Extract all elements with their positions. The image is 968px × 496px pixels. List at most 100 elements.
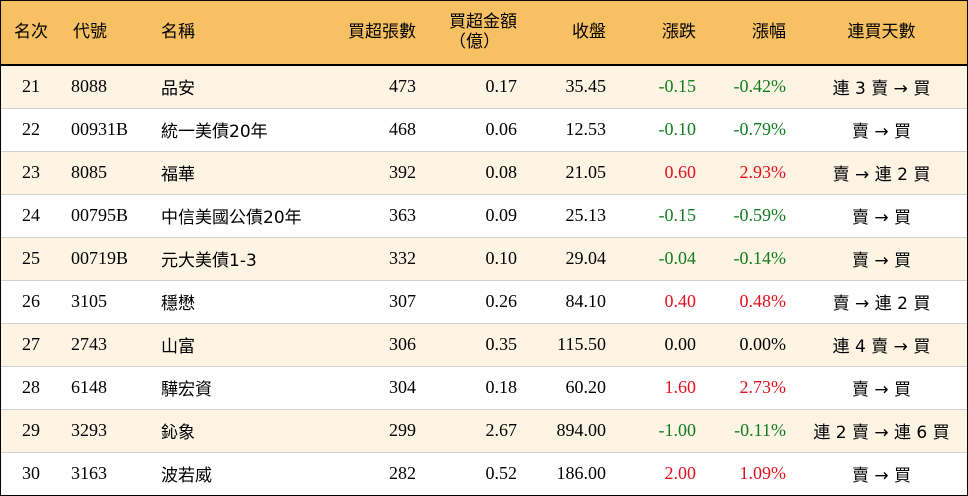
- cell-amount: 0.09: [426, 194, 527, 238]
- cell-net-buy: 468: [324, 108, 426, 152]
- table-row: 29 3293 鈊象 299 2.67 894.00 -1.00 -0.11% 連 2 賣 → …: [1, 409, 967, 453]
- cell-pct: 0.48%: [706, 280, 796, 324]
- cell-amount: 0.10: [426, 237, 527, 281]
- cell-days: 賣 → 連 2 買: [796, 280, 967, 324]
- table-row: 27 2743 山富 306 0.35 115.50 0.00 0.00% 連 4 賣 → 買: [1, 323, 967, 367]
- cell-net-buy: 299: [324, 409, 426, 453]
- table-row: 24 00795B 中信美國公債20年 363 0.09 25.13 -0.15 -0.59%…: [1, 194, 967, 238]
- cell-code: 8088: [61, 65, 149, 109]
- cell-close: 35.45: [527, 65, 616, 109]
- header-amount-line2: （億）: [449, 31, 500, 52]
- cell-change: 0.00: [616, 323, 706, 367]
- cell-rank: 25: [1, 237, 61, 281]
- cell-code: 3105: [61, 280, 149, 324]
- cell-pct: 2.93%: [706, 151, 796, 195]
- cell-change: -0.15: [616, 194, 706, 238]
- cell-pct: -0.42%: [706, 65, 796, 109]
- table-row: 25 00719B 元大美債1-3 332 0.10 29.04 -0.04 -0.14% 賣 …: [1, 237, 967, 281]
- cell-days: 連 3 賣 → 買: [796, 65, 967, 109]
- header-net-buy: 買超張數: [324, 1, 426, 66]
- header-code: 代號: [61, 1, 149, 66]
- cell-name: 波若威: [161, 466, 212, 487]
- cell-code: 8085: [61, 151, 149, 195]
- cell-code: 00719B: [61, 237, 149, 281]
- header-close: 收盤: [527, 1, 616, 66]
- cell-change: 0.40: [616, 280, 706, 324]
- cell-change: 1.60: [616, 366, 706, 410]
- cell-net-buy: 282: [389, 463, 416, 484]
- header-amount-line1: 買超金額: [449, 11, 517, 32]
- cell-code: 2743: [61, 323, 149, 367]
- header-name: 名稱: [149, 1, 324, 66]
- cell-change: -1.00: [616, 409, 706, 453]
- cell-pct: -0.59%: [706, 194, 796, 238]
- table-row: 21 8088 品安 473 0.17 35.45 -0.15 -0.42% 連 3 賣 → 買: [1, 65, 967, 109]
- cell-net-buy: 473: [324, 65, 426, 109]
- cell-code: 3163: [71, 463, 107, 484]
- cell-amount: 0.52: [485, 463, 518, 484]
- cell-rank: 22: [1, 108, 61, 152]
- cell-rank: 21: [1, 65, 61, 109]
- table-row: 26 3105 穩懋 307 0.26 84.10 0.40 0.48% 賣 → 連 2 買: [1, 280, 967, 324]
- header-rank: 名次: [1, 1, 61, 66]
- cell-days: 賣 → 買: [796, 108, 967, 152]
- cell-amount: 0.26: [426, 280, 527, 324]
- table-body: 21 8088 品安 473 0.17 35.45 -0.15 -0.42% 連 3 賣 → 買…: [1, 65, 967, 495]
- cell-rank: 24: [1, 194, 61, 238]
- cell-amount: 0.18: [426, 366, 527, 410]
- cell-net-buy: 363: [324, 194, 426, 238]
- cell-days: 賣 → 買: [796, 366, 967, 410]
- cell-amount: 0.17: [426, 65, 527, 109]
- cell-change: -0.15: [616, 65, 706, 109]
- cell-name: 山富: [149, 323, 324, 367]
- cell-name: 穩懋: [149, 280, 324, 324]
- cell-rank: 26: [1, 280, 61, 324]
- cell-pct: -0.14%: [706, 237, 796, 281]
- cell-close: 60.20: [527, 366, 616, 410]
- cell-pct: -0.11%: [706, 409, 796, 453]
- cell-change: -0.10: [616, 108, 706, 152]
- cell-close: 84.10: [527, 280, 616, 324]
- cell-days: 連 4 賣 → 買: [796, 323, 967, 367]
- table-row: 23 8085 福華 392 0.08 21.05 0.60 2.93% 賣 → 連 2 買: [1, 151, 967, 195]
- cell-amount: 0.08: [426, 151, 527, 195]
- cell-net-buy: 304: [324, 366, 426, 410]
- cell-close: 12.53: [527, 108, 616, 152]
- cell-rank: 28: [1, 366, 61, 410]
- cell-rank: 29: [1, 409, 61, 453]
- cell-name: 元大美債1-3: [149, 237, 324, 281]
- cell-net-buy: 307: [324, 280, 426, 324]
- cell-net-buy: 392: [324, 151, 426, 195]
- cell-rank: 23: [1, 151, 61, 195]
- table-header: 名次 代號 名稱 買超張數 買超金額 （億） 收盤 漲跌 漲幅 連買天數: [1, 1, 967, 66]
- cell-rank: 30: [22, 463, 40, 484]
- cell-change: 0.60: [616, 151, 706, 195]
- cell-amount: 0.35: [426, 323, 527, 367]
- cell-rank: 27: [1, 323, 61, 367]
- cell-pct: 2.73%: [706, 366, 796, 410]
- header-change: 漲跌: [616, 1, 706, 66]
- cell-name: 鈊象: [149, 409, 324, 453]
- cell-name: 驊宏資: [149, 366, 324, 410]
- cell-amount: 2.67: [426, 409, 527, 453]
- cell-pct: 1.09%: [739, 463, 787, 484]
- cell-close: 25.13: [527, 194, 616, 238]
- cell-close: 894.00: [527, 409, 616, 453]
- cell-pct: -0.79%: [706, 108, 796, 152]
- cell-net-buy: 332: [324, 237, 426, 281]
- header-amount: 買超金額 （億）: [426, 1, 527, 66]
- cell-change: 2.00: [664, 463, 697, 484]
- cell-code: 3293: [61, 409, 149, 453]
- cell-change: -0.04: [616, 237, 706, 281]
- table-row: 28 6148 驊宏資 304 0.18 60.20 1.60 2.73% 賣 → 買: [1, 366, 967, 410]
- cell-name: 福華: [149, 151, 324, 195]
- cell-name: 統一美債20年: [149, 108, 324, 152]
- table-row: 30 3163 波若威 282 0.52 186.00 2.00 1.09% 賣 → 買: [1, 452, 967, 495]
- cell-close: 29.04: [527, 237, 616, 281]
- cell-close: 115.50: [527, 323, 616, 367]
- cell-days: 賣 → 買: [796, 237, 967, 281]
- cell-amount: 0.06: [426, 108, 527, 152]
- cell-code: 00795B: [61, 194, 149, 238]
